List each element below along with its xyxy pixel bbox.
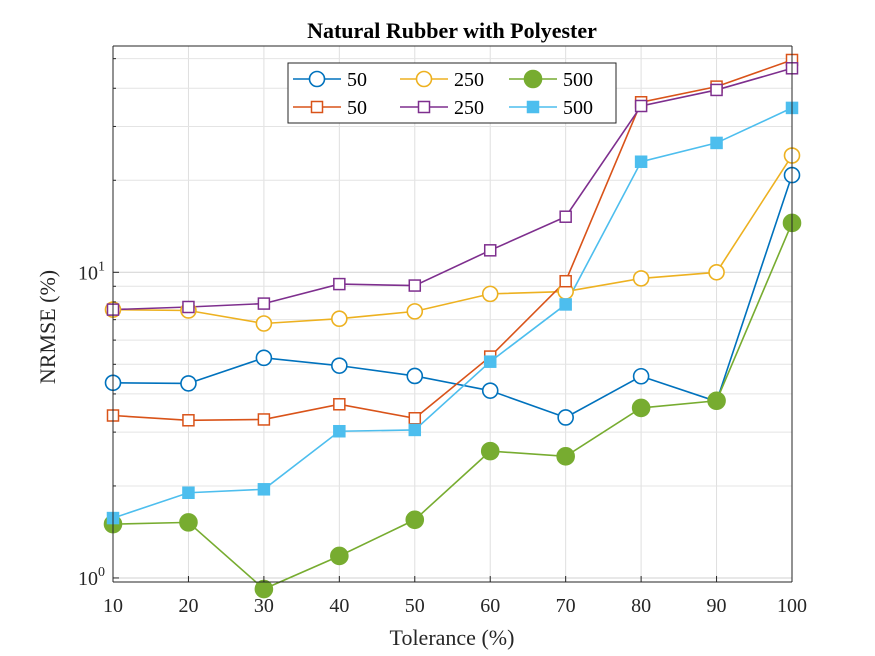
legend-marker — [310, 100, 324, 114]
data-point — [333, 398, 346, 411]
data-point — [179, 513, 198, 532]
legend-label: 250 — [454, 69, 484, 91]
data-point — [408, 412, 422, 425]
data-point — [480, 441, 500, 461]
axes: 10 20 30 40 50 60 70 80 90 100 100 101 — [78, 45, 807, 617]
data-point — [406, 303, 424, 320]
series-line — [112, 107, 793, 519]
x-tick-label: 40 — [329, 595, 349, 617]
legend-label: 500 — [563, 97, 593, 119]
series-line — [112, 222, 793, 590]
series-line — [112, 174, 793, 419]
x-tick-label: 90 — [707, 595, 727, 617]
legend-label: 50 — [347, 69, 367, 91]
y-tick-label: 101 — [78, 259, 105, 284]
data-point — [182, 300, 195, 314]
data-point — [710, 83, 723, 97]
data-point — [180, 375, 197, 392]
legend-entry-circle-500: 500 — [509, 69, 593, 91]
x-axis-label: Tolerance (%) — [390, 625, 515, 650]
x-tick-label: 60 — [480, 595, 500, 617]
series-square-250 — [112, 67, 793, 311]
x-tick-label: 80 — [631, 595, 651, 617]
data-point — [182, 486, 195, 500]
x-tick-label: 20 — [178, 595, 198, 617]
data-point — [481, 382, 499, 399]
data-point — [408, 423, 422, 437]
legend-label: 500 — [563, 69, 593, 91]
legend-label: 50 — [347, 97, 367, 119]
data-point — [330, 546, 349, 566]
legend-marker — [417, 100, 431, 114]
legend-entry-square-250: 250 — [400, 97, 484, 119]
data-point — [405, 510, 425, 530]
data-point — [255, 349, 273, 367]
data-point — [483, 355, 497, 368]
chart-title: Natural Rubber with Polyester — [307, 18, 597, 43]
data-point — [333, 277, 346, 291]
legend-marker — [308, 70, 326, 88]
grid — [112, 46, 793, 582]
legend-box — [287, 62, 617, 124]
data-point — [710, 136, 723, 150]
data-point — [557, 409, 574, 426]
data-point — [257, 483, 271, 496]
data-point — [556, 447, 575, 466]
data-point — [559, 210, 572, 223]
data-point — [559, 274, 572, 288]
plot-series — [103, 53, 802, 599]
series-circle-250 — [112, 155, 793, 325]
series-markers-circle-250 — [104, 147, 801, 332]
legend-label: 250 — [454, 97, 484, 119]
data-point — [333, 424, 346, 438]
x-tick-label: 70 — [556, 595, 576, 617]
data-point — [483, 244, 497, 257]
series-circle-50 — [112, 174, 793, 419]
series-square-50 — [112, 59, 793, 422]
data-point — [708, 263, 725, 281]
series-line — [112, 155, 793, 325]
y-tick-label: 100 — [78, 565, 105, 590]
data-point — [255, 315, 273, 332]
data-point — [408, 279, 422, 292]
data-point — [182, 414, 195, 427]
legend-marker — [523, 69, 543, 89]
y-axis-label: NRMSE (%) — [35, 270, 60, 384]
legend-marker — [415, 70, 433, 88]
legend-entry-square-50: 50 — [293, 97, 367, 119]
data-point — [559, 298, 572, 311]
series-line — [112, 59, 793, 422]
legend-entry-circle-250: 250 — [400, 69, 484, 91]
data-point — [331, 310, 348, 328]
data-point — [481, 285, 499, 303]
data-point — [632, 367, 650, 385]
series-square-500 — [112, 107, 793, 519]
data-point — [634, 99, 648, 113]
legend-entry-square-500: 500 — [509, 97, 593, 119]
data-point — [257, 413, 271, 426]
data-point — [257, 297, 271, 310]
data-point — [331, 357, 348, 374]
series-circle-500 — [112, 222, 793, 590]
x-tick-label: 100 — [777, 595, 807, 617]
legend-entry-circle-50: 50 — [293, 69, 367, 91]
x-tick-label: 30 — [254, 595, 274, 617]
series-line — [112, 67, 793, 311]
data-point — [707, 391, 726, 411]
x-tick-label: 50 — [405, 595, 425, 617]
series-markers-square-500 — [106, 101, 799, 525]
x-tick-label: 10 — [103, 595, 123, 617]
data-point — [631, 398, 651, 418]
data-point — [634, 155, 648, 168]
data-point — [632, 270, 650, 287]
data-point — [406, 367, 424, 385]
legend: 50 250 500 50 250 500 — [287, 62, 617, 124]
series-markers-circle-50 — [104, 166, 801, 426]
legend-marker — [526, 100, 540, 114]
